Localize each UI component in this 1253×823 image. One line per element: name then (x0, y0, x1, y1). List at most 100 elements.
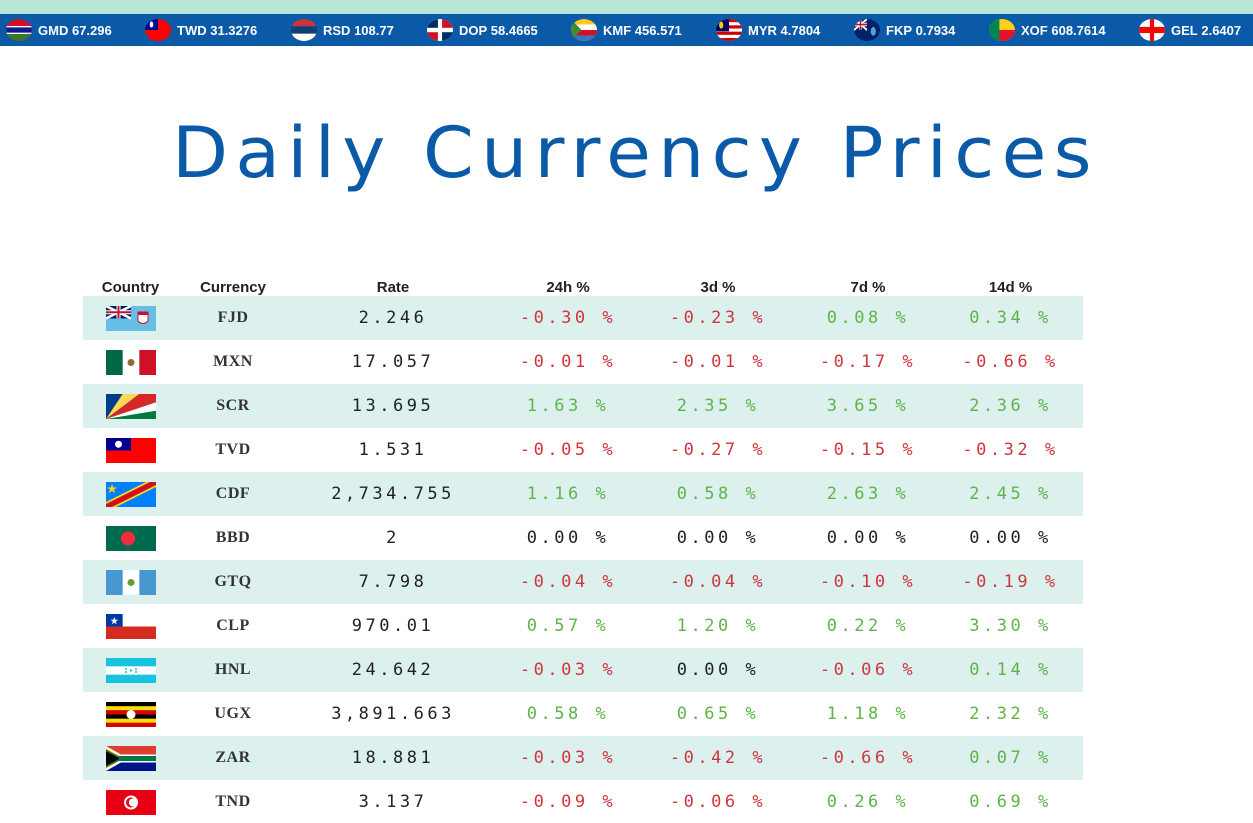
ticker-code: MYR (748, 22, 777, 38)
currency-code: TVD (215, 441, 251, 458)
flag-tw-icon (145, 19, 171, 41)
currency-price-table: Country Currency Rate 24h % 3d % 7d % 14… (83, 276, 1083, 823)
country-cell (83, 428, 178, 472)
page-title: Daily Currency Prices (172, 112, 1099, 194)
table-row[interactable]: SCR 13.695 1.63 % 2.35 % 3.65 % 2.36 % (83, 384, 1083, 428)
change-14d-cell: 0.69 % (938, 780, 1083, 823)
change-7d: 1.18 % (826, 704, 910, 724)
table-row[interactable]: BBD 2 0.00 % 0.00 % 0.00 % 0.00 % (83, 516, 1083, 560)
table-row[interactable]: CLP 970.01 0.57 % 1.20 % 0.22 % 3.30 % (83, 604, 1083, 648)
ticker-item[interactable]: GEL 2.6407 (1139, 14, 1241, 46)
ticker-item[interactable]: MYR 4.7804 (716, 14, 820, 46)
change-24h: 0.58 % (526, 704, 610, 724)
table-row[interactable]: CDF 2,734.755 1.16 % 0.58 % 2.63 % 2.45 % (83, 472, 1083, 516)
ticker-code: TWD (177, 22, 207, 38)
flag-hn-icon (105, 657, 156, 683)
ticker-item[interactable]: DOP 58.4665 (427, 14, 538, 46)
country-cell (83, 472, 178, 516)
ticker-code: XOF (1021, 22, 1048, 38)
ticker-item[interactable]: GMD 67.296 (6, 14, 112, 46)
country-cell (83, 560, 178, 604)
ticker-value: 108.77 (354, 22, 394, 38)
flag-cd-icon (105, 481, 156, 507)
ticker-item[interactable]: TWD 31.3276 (145, 14, 257, 46)
ticker-value: 0.7934 (915, 22, 956, 38)
currency-code: CLP (216, 617, 250, 634)
change-7d: 0.26 % (826, 792, 910, 812)
currency-cell: BBD (178, 516, 288, 560)
header-currency: Currency (200, 279, 266, 296)
change-7d: -0.17 % (819, 352, 917, 372)
currency-cell: CDF (178, 472, 288, 516)
change-24h: 1.63 % (526, 396, 610, 416)
table-row[interactable]: UGX 3,891.663 0.58 % 0.65 % 1.18 % 2.32 % (83, 692, 1083, 736)
ticker-value: 456.571 (634, 22, 682, 38)
table-row[interactable]: HNL 24.642 -0.03 % 0.00 % -0.06 % 0.14 % (83, 648, 1083, 692)
ticker-value: 58.4665 (490, 22, 538, 38)
currency-cell: CLP (178, 604, 288, 648)
ticker-item[interactable]: KMF 456.571 (571, 14, 682, 46)
currency-cell: HNL (178, 648, 288, 692)
ticker-value: 608.7614 (1051, 22, 1106, 38)
rate-value: 2.246 (358, 308, 428, 328)
ticker-code: RSD (323, 22, 351, 38)
ticker-item[interactable]: XOF 608.7614 (989, 14, 1106, 46)
change-24h: -0.01 % (519, 352, 617, 372)
flag-sc-icon (105, 393, 156, 419)
currency-cell: UGX (178, 692, 288, 736)
ticker-item[interactable]: RSD 108.77 (291, 14, 394, 46)
table-row[interactable]: TVD 1.531 -0.05 % -0.27 % -0.15 % -0.32 % (83, 428, 1083, 472)
ticker-code: GEL (1171, 22, 1198, 38)
change-14d-cell: -0.32 % (938, 428, 1083, 472)
table-row[interactable]: GTQ 7.798 -0.04 % -0.04 % -0.10 % -0.19 % (83, 560, 1083, 604)
table-row[interactable]: MXN 17.057 -0.01 % -0.01 % -0.17 % -0.66 % (83, 340, 1083, 384)
change-7d: -0.06 % (819, 660, 917, 680)
change-7d: -0.66 % (819, 748, 917, 768)
change-24h-cell: -0.09 % (498, 780, 638, 823)
ticker-code: FKP (886, 22, 912, 38)
change-24h: -0.05 % (519, 440, 617, 460)
flag-do-icon (427, 19, 453, 41)
change-7d-cell: 3.65 % (798, 384, 938, 428)
change-3d-cell: 0.00 % (638, 648, 798, 692)
currency-code: UGX (214, 705, 252, 722)
table-row[interactable]: ZAR 18.881 -0.03 % -0.42 % -0.66 % 0.07 % (83, 736, 1083, 780)
table-row[interactable]: TND 3.137 -0.09 % -0.06 % 0.26 % 0.69 % (83, 780, 1083, 823)
currency-code: HNL (214, 661, 252, 678)
change-7d-cell: 0.26 % (798, 780, 938, 823)
ticker-value: 4.7804 (780, 22, 821, 38)
change-7d-cell: 2.63 % (798, 472, 938, 516)
rate-cell: 17.057 (288, 340, 498, 384)
header-3d: 3d % (700, 279, 736, 296)
change-14d-cell: -0.19 % (938, 560, 1083, 604)
flag-tw-icon (105, 437, 156, 463)
currency-cell: GTQ (178, 560, 288, 604)
change-3d: -0.04 % (669, 572, 767, 592)
change-14d-cell: 2.45 % (938, 472, 1083, 516)
change-24h-cell: 1.63 % (498, 384, 638, 428)
rate-cell: 2.246 (288, 296, 498, 340)
rate-value: 13.695 (351, 396, 435, 416)
rate-value: 7.798 (358, 572, 428, 592)
flag-fk-icon (854, 19, 880, 41)
change-24h-cell: -0.03 % (498, 648, 638, 692)
change-7d-cell: 0.00 % (798, 516, 938, 560)
ticker-item[interactable]: FKP 0.7934 (854, 14, 955, 46)
rate-cell: 18.881 (288, 736, 498, 780)
change-14d-cell: 0.14 % (938, 648, 1083, 692)
change-14d: -0.19 % (962, 572, 1059, 592)
flag-km-icon (571, 19, 597, 41)
change-7d: -0.10 % (819, 572, 917, 592)
change-3d-cell: 1.20 % (638, 604, 798, 648)
table-row[interactable]: FJD 2.246 -0.30 % -0.23 % 0.08 % 0.34 % (83, 296, 1083, 340)
currency-code: MXN (213, 353, 253, 370)
rate-value: 970.01 (351, 616, 435, 636)
flag-gt-icon (105, 569, 156, 595)
flag-ge-icon (1139, 19, 1165, 41)
change-24h-cell: 1.16 % (498, 472, 638, 516)
country-cell (83, 736, 178, 780)
change-24h-cell: 0.58 % (498, 692, 638, 736)
change-7d-cell: 0.08 % (798, 296, 938, 340)
change-14d: 2.36 % (969, 396, 1052, 416)
change-24h: -0.03 % (519, 660, 617, 680)
